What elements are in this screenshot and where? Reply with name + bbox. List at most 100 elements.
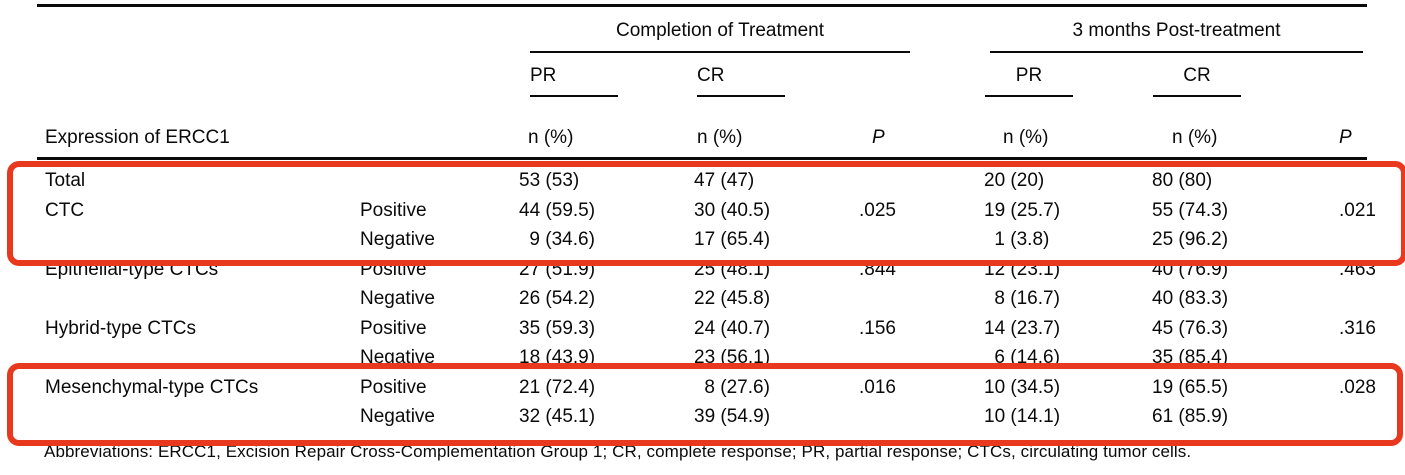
cell-post-p: [1327, 343, 1367, 373]
row-status-cell: [354, 159, 517, 196]
cell-completion-cr: 39 (54.9): [692, 402, 857, 443]
header-group-completion-label: Completion of Treatment: [530, 20, 910, 53]
cell-completion-cr: 17 (65.4): [694, 229, 771, 251]
row-status-cell: Negative: [354, 402, 517, 443]
cell-post-p: [1327, 159, 1367, 196]
header-post-cr: CR: [1150, 53, 1327, 97]
header-spacer: [857, 53, 982, 97]
header-spacer: [1327, 53, 1367, 97]
header-columns-row: Expression of ERCC1 n (%) n (%) P n (%) …: [37, 97, 1367, 160]
table-row: Negative 18 (43.9) 23 (56.1) 6 (14.6) 35 (85…: [37, 343, 1367, 373]
row-label-cell: Mesenchymal-type CTCs: [45, 376, 259, 398]
cell-post-cr: 19 (65.5): [1152, 376, 1229, 398]
cell-completion-pr: 53 (53): [519, 170, 580, 192]
row-label-cell: [37, 402, 354, 443]
header-completion-p: P: [857, 97, 982, 160]
cell-post-cr: 25 (96.2): [1152, 229, 1229, 251]
cell-post-p: .021: [1339, 199, 1376, 221]
cell-post-pr: 6 (14.6): [994, 347, 1060, 369]
cell-post-p: .028: [1339, 376, 1376, 398]
cell-post-p: [1327, 402, 1367, 443]
row-status-cell: Positive: [360, 317, 427, 339]
cell-post-pr: 14 (23.7): [984, 317, 1061, 339]
cell-post-p: .316: [1339, 317, 1376, 339]
cell-post-cr: 35 (85.4): [1152, 347, 1229, 369]
cell-completion-p: .025: [859, 199, 896, 221]
header-group-row: Completion of Treatment 3 months Post-tr…: [37, 6, 1367, 54]
header-post-cr-label: CR: [1153, 65, 1241, 97]
table-row: Negative 9 (34.6) 17 (65.4) 1 (3.8) 25 (96.2…: [37, 225, 1367, 255]
cell-post-p: [1327, 284, 1367, 314]
row-status-cell: Negative: [360, 347, 435, 369]
cell-post-cr: 40 (76.9): [1152, 258, 1229, 280]
cell-post-p: [1327, 225, 1367, 255]
header-spacer: [37, 6, 517, 54]
row-label-cell: [37, 284, 354, 314]
cell-post-pr: 19 (25.7): [984, 199, 1061, 221]
header-completion-cr-label: CR: [697, 65, 785, 97]
cell-post-pr: 10 (14.1): [982, 402, 1150, 443]
cell-completion-cr: 25 (48.1): [694, 258, 771, 280]
header-group-completion: Completion of Treatment: [517, 6, 982, 53]
cell-completion-pr: 35 (59.3): [519, 317, 596, 339]
cell-post-cr: 61 (85.9): [1150, 402, 1327, 443]
table-row: Mesenchymal-type CTCs Positive 21 (72.4) 8 …: [37, 373, 1376, 403]
cell-post-pr: 20 (20): [984, 170, 1045, 192]
header-completion-pr-n: n (%): [517, 97, 692, 160]
table-row: Epithelial-type CTCs Positive 27 (51.9) 25 …: [37, 255, 1376, 285]
cell-post-cr: 55 (74.3): [1152, 199, 1229, 221]
header-group-post-treatment-label: 3 months Post-treatment: [990, 20, 1363, 53]
header-group-post-treatment: 3 months Post-treatment: [982, 6, 1367, 53]
table-row: Total 53 (53) 47 (47) 20 (20) 80 (80): [37, 159, 1367, 196]
cell-post-pr: 10 (34.5): [984, 376, 1061, 398]
cell-completion-cr: 47 (47): [694, 170, 755, 192]
cell-completion-pr: 44 (59.5): [519, 199, 596, 221]
cell-completion-p: [857, 159, 982, 196]
cell-completion-p: [857, 402, 982, 443]
header-post-pr: PR: [982, 53, 1150, 97]
row-status-cell: Positive: [360, 258, 427, 280]
header-completion-pr: PR: [517, 53, 692, 97]
row-status-cell: Positive: [360, 199, 427, 221]
cell-completion-pr: 32 (45.1): [517, 402, 692, 443]
cell-completion-p: .844: [859, 258, 896, 280]
cell-post-p: .463: [1339, 258, 1376, 280]
cell-completion-cr: 24 (40.7): [694, 317, 771, 339]
cell-post-pr: 1 (3.8): [994, 229, 1050, 251]
cell-post-cr: 80 (80): [1152, 170, 1213, 192]
header-post-pr-n: n (%): [982, 97, 1150, 160]
cell-completion-p: .016: [859, 376, 896, 398]
header-response-row: PR CR PR CR: [37, 53, 1367, 97]
row-status-cell: Positive: [360, 376, 427, 398]
cell-post-pr: 8 (16.7): [994, 288, 1060, 310]
header-post-p: P: [1327, 97, 1367, 160]
cell-completion-pr: 18 (43.9): [519, 347, 596, 369]
cell-completion-p: [857, 284, 982, 314]
cell-completion-pr: 26 (54.2): [519, 288, 596, 310]
row-label-cell: [37, 343, 354, 373]
row-label-cell: Epithelial-type CTCs: [45, 258, 219, 280]
row-label-cell: Total: [45, 170, 86, 192]
results-table: Completion of Treatment 3 months Post-tr…: [37, 4, 1376, 443]
table-row: Negative 26 (54.2) 22 (45.8) 8 (16.7) 40 (83…: [37, 284, 1367, 314]
cell-completion-cr: 23 (56.1): [694, 347, 771, 369]
cell-completion-pr: 9 (34.6): [529, 229, 595, 251]
abbreviations-footnote: Abbreviations: ERCC1, Excision Repair Cr…: [44, 442, 1192, 461]
header-spacer: [37, 53, 517, 97]
results-table-body: Total 53 (53) 47 (47) 20 (20) 80 (80) CTC Posi…: [37, 159, 1376, 443]
cell-completion-cr: 30 (40.5): [694, 199, 771, 221]
header-completion-cr-n: n (%): [692, 97, 857, 160]
row-label-cell: [37, 225, 354, 255]
row-label-cell: CTC: [45, 199, 85, 221]
cell-completion-cr: 8 (27.6): [704, 376, 770, 398]
table-row: Negative 32 (45.1) 39 (54.9) 10 (14.1) 61 (8…: [37, 402, 1367, 443]
cell-completion-p: [857, 343, 982, 373]
cell-completion-cr: 22 (45.8): [694, 288, 771, 310]
row-status-cell: Negative: [360, 288, 435, 310]
cell-post-cr: 40 (83.3): [1152, 288, 1229, 310]
row-label-column-header: Expression of ERCC1: [37, 97, 517, 160]
table-row: CTC Positive 44 (59.5) 30 (40.5) .025 19 (25.…: [37, 196, 1376, 226]
cell-completion-pr: 27 (51.9): [519, 258, 596, 280]
cell-completion-p: .156: [859, 317, 896, 339]
